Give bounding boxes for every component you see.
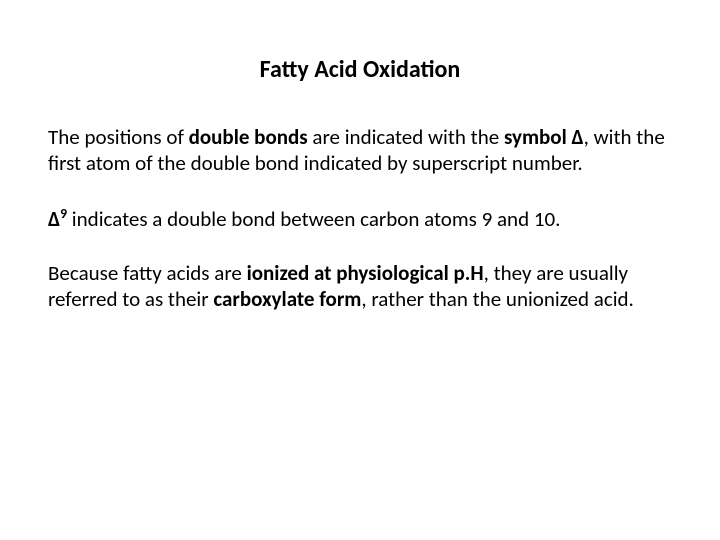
p1-text-a: The positions of [48, 124, 189, 150]
p3-bold-ionized: ionized at physiological p.H [247, 260, 484, 286]
slide-title: Fatty Acid Oxidation [48, 55, 672, 84]
p1-bold-double-bonds: double bonds [189, 124, 308, 150]
p1-text-c: are indicated with the [308, 124, 504, 150]
p1-bold-symbol-delta: symbol Δ [504, 124, 584, 150]
slide-container: Fatty Acid Oxidation The positions of do… [0, 0, 720, 540]
p2-delta: Δ [48, 206, 60, 232]
p3-text-a: Because fatty acids are [48, 260, 247, 286]
paragraph-1: The positions of double bonds are indica… [48, 124, 672, 177]
p2-text-b: indicates a double bond between carbon a… [67, 206, 560, 232]
paragraph-2: Δ9 indicates a double bond between carbo… [48, 205, 672, 232]
p3-bold-carboxylate: carboxylate form [213, 286, 361, 312]
p3-text-e: , rather than the unionized acid. [361, 286, 633, 312]
paragraph-3: Because fatty acids are ionized at physi… [48, 260, 672, 313]
